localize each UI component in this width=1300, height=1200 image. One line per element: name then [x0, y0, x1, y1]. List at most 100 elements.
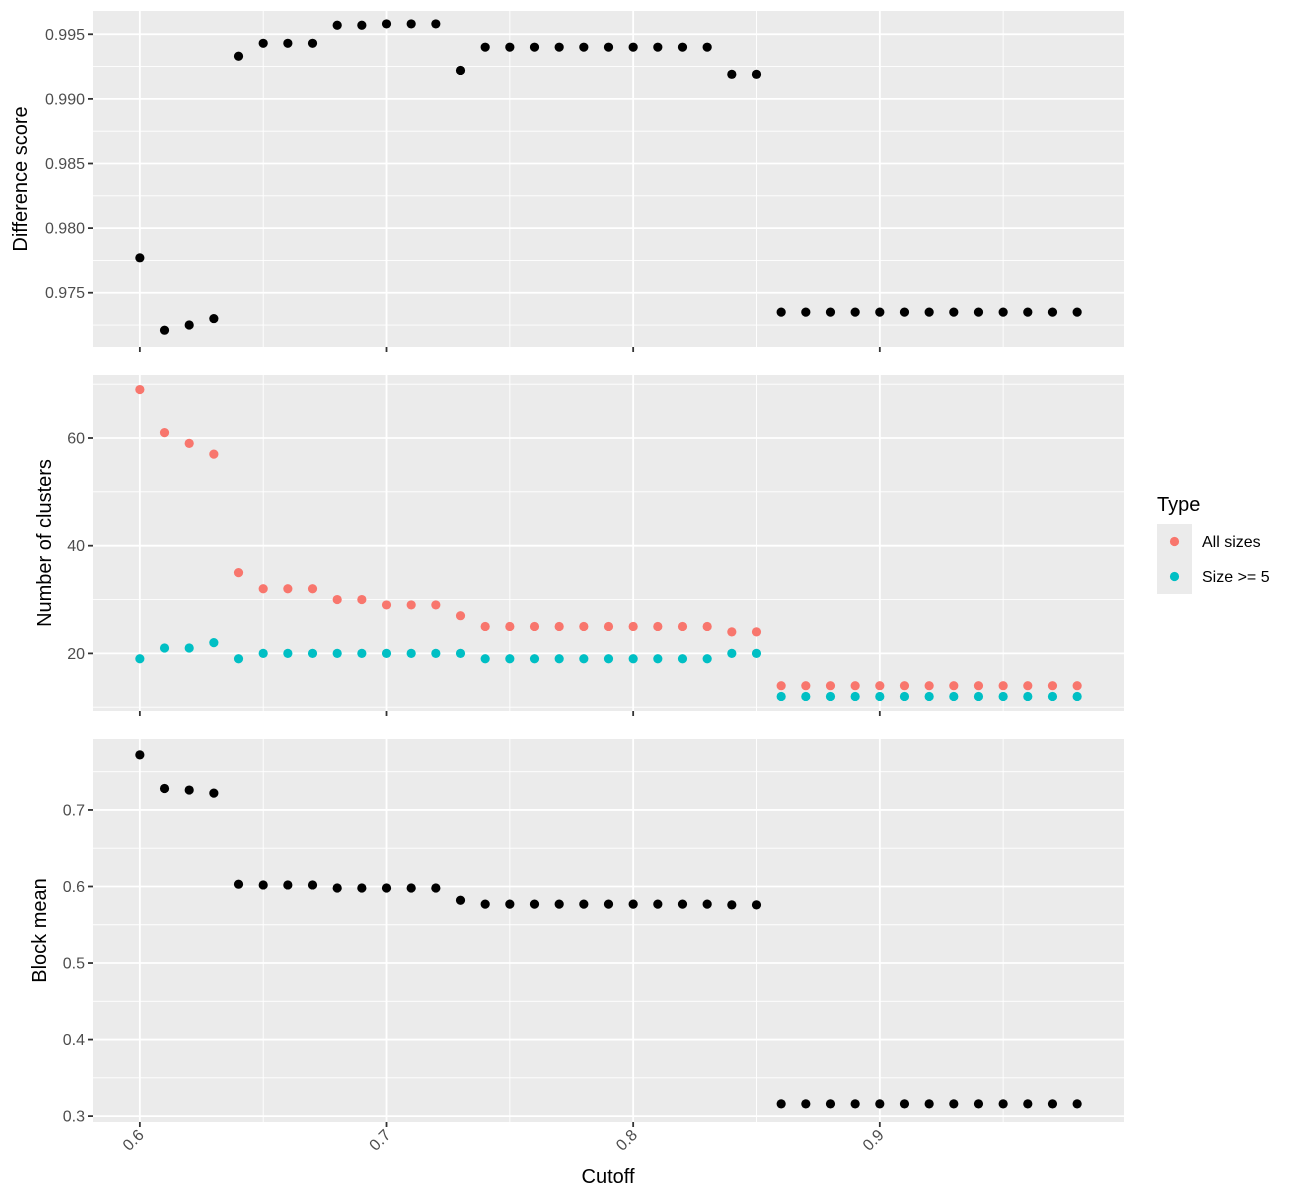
series-1: [135, 19, 1082, 335]
data-point: [431, 883, 441, 893]
y-tick-label: 40: [67, 538, 85, 555]
data-point: [209, 638, 219, 648]
data-point: [1023, 691, 1033, 702]
data-point: [431, 600, 441, 610]
data-point: [875, 681, 885, 691]
data-point: [825, 681, 836, 691]
data-point: [505, 621, 515, 632]
data-point: [554, 899, 564, 909]
data-point: [135, 750, 145, 760]
legend-label: All sizes: [1202, 534, 1261, 551]
data-point: [184, 785, 194, 795]
data-point: [283, 38, 293, 48]
data-point: [332, 883, 342, 893]
data-point: [1047, 681, 1058, 691]
data-point: [924, 681, 934, 691]
data-point: [850, 691, 860, 702]
data-point: [776, 307, 786, 317]
data-point: [825, 1099, 836, 1109]
data-point: [1023, 681, 1033, 691]
data-point: [653, 654, 663, 664]
y-tick-label: 0.7: [63, 802, 85, 819]
data-point: [1047, 691, 1058, 702]
data-point: [727, 69, 737, 79]
data-point: [357, 648, 367, 658]
data-point: [381, 600, 392, 610]
data-point: [875, 1099, 885, 1109]
legend: Type All sizes Size >= 5: [1157, 494, 1270, 594]
data-point: [801, 681, 811, 691]
y-tick-label: 0.985: [45, 156, 85, 173]
data-point: [554, 621, 564, 632]
data-point: [628, 621, 638, 632]
data-point: [801, 1099, 811, 1109]
data-point: [702, 654, 712, 664]
panel-2: 20 40 60 Number of clusters: [34, 375, 1124, 716]
legend-title: Type: [1157, 494, 1200, 516]
data-point: [554, 654, 564, 664]
data-point: [1023, 1099, 1033, 1109]
data-point: [283, 880, 293, 890]
y-axis-title: Block mean: [29, 878, 51, 983]
data-point: [283, 584, 293, 594]
data-point: [603, 621, 614, 632]
data-point: [603, 42, 614, 52]
data-point: [529, 654, 540, 664]
data-point: [1047, 307, 1058, 317]
data-point: [751, 69, 762, 79]
data-point: [949, 681, 959, 691]
data-point: [751, 900, 762, 910]
data-point: [159, 643, 170, 653]
data-point: [209, 449, 219, 459]
data-point: [949, 691, 959, 702]
data-point: [505, 42, 515, 52]
y-tick-label: 0.990: [45, 91, 85, 108]
data-point: [603, 899, 614, 909]
data-point: [455, 648, 466, 658]
data-point: [899, 681, 910, 691]
data-point: [406, 19, 416, 29]
data-point: [801, 307, 811, 317]
x-tick-labels: 0.6 0.7 0.8 0.9: [120, 1127, 888, 1155]
data-point: [998, 681, 1008, 691]
data-point: [505, 654, 515, 664]
panels-layer: 0.975 0.980 0.985 0.990 0.995 Difference scor…: [10, 11, 1124, 1155]
data-point: [554, 42, 564, 52]
data-point: [233, 879, 244, 889]
data-point: [702, 899, 712, 909]
data-point: [579, 899, 589, 909]
data-point: [899, 1099, 910, 1109]
data-point: [973, 681, 984, 691]
data-point: [209, 313, 219, 324]
y-tick-label: 0.980: [45, 221, 85, 238]
data-point: [135, 253, 145, 263]
data-point: [899, 691, 910, 702]
data-point: [973, 307, 984, 317]
data-point: [1072, 681, 1082, 691]
data-point: [529, 621, 540, 632]
data-point: [307, 584, 318, 594]
data-point: [357, 883, 367, 893]
data-point: [406, 883, 416, 893]
data-point: [751, 627, 762, 637]
data-point: [998, 307, 1008, 317]
data-point: [159, 428, 170, 438]
legend-entries: All sizes Size >= 5: [1157, 524, 1270, 594]
series-2: [135, 638, 1082, 702]
data-point: [455, 895, 466, 905]
data-point: [702, 42, 712, 52]
data-point: [159, 783, 170, 794]
data-point: [628, 654, 638, 664]
y-axis-title: Number of clusters: [34, 459, 56, 627]
y-tick-label: 60: [67, 431, 85, 448]
data-point: [924, 1099, 934, 1109]
data-point: [258, 584, 268, 594]
panel-1: 0.975 0.980 0.985 0.990 0.995 Difference scor…: [10, 11, 1124, 352]
data-point: [1047, 1099, 1058, 1109]
x-tick-label: 0.6: [120, 1127, 148, 1155]
data-point: [628, 42, 638, 52]
data-point: [628, 899, 638, 909]
data-point: [825, 691, 836, 702]
data-point: [233, 51, 244, 61]
